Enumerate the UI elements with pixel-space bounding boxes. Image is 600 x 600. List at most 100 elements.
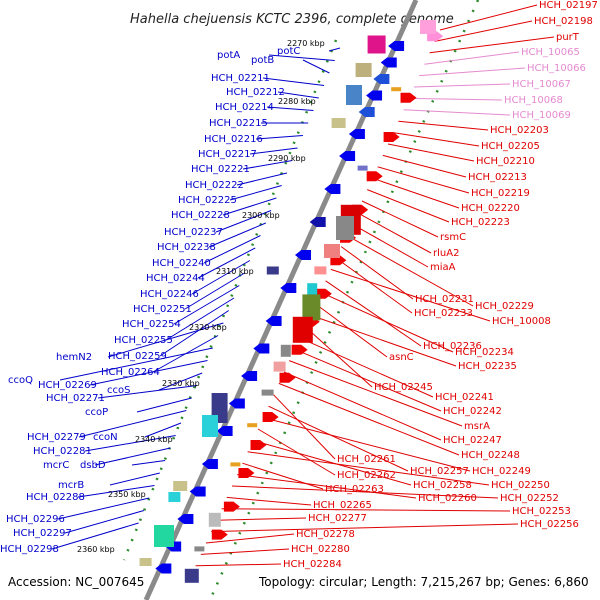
leader-hch-02233 [335, 257, 413, 314]
scale-label-2280-kbp: 2280 kbp [278, 97, 316, 106]
leader-hch-02242 [294, 348, 442, 412]
leader-hch-02236 [325, 280, 422, 347]
gene-label-miaa: miaA [430, 262, 456, 273]
leader-hch-02247 [283, 371, 442, 441]
plus-strand-gene-2 [400, 92, 417, 103]
gene-label-hch-02278: HCH_02278 [296, 529, 355, 540]
gene-label-hch-02231: HCH_02231 [415, 294, 474, 305]
leader-hch-02225 [229, 185, 282, 201]
genome-title: Hahella chejuensis KCTC 2396, complete g… [130, 12, 454, 27]
leader-hch-02279 [78, 410, 187, 438]
gene-label-hch-02215: HCH_02215 [209, 118, 268, 129]
gene-label-hch-02197: HCH_02197 [539, 0, 598, 11]
plus-strand-block-15 [230, 462, 241, 467]
label-leader-lines [51, 4, 555, 567]
gene-label-hch-02252: HCH_02252 [500, 493, 559, 504]
gene-label-hch-02263: HCH_02263 [325, 484, 384, 495]
leader-hch-02271 [97, 385, 197, 399]
leader-hch-10069 [403, 109, 511, 116]
leader-miaa [351, 223, 429, 268]
gene-label-hch-02235: HCH_02235 [458, 361, 517, 372]
scale-label-2320-kbp: 2320 kbp [189, 323, 227, 332]
minus-strand-block-1 [367, 35, 386, 54]
leader-hch-02217 [249, 147, 298, 155]
gene-label-hemn2: hemN2 [56, 352, 92, 363]
gene-label-asnc: asnC [389, 352, 414, 363]
gene-label-hch-02222: HCH_02222 [185, 180, 244, 191]
leader-hch-02269 [89, 360, 208, 386]
leader-hch-02265 [226, 496, 312, 506]
gene-label-hch-02297: HCH_02297 [13, 528, 72, 539]
leader-hch-02214 [266, 106, 314, 111]
leader-hch-02237 [215, 210, 272, 233]
gene-label-hch-02213: HCH_02213 [468, 172, 527, 183]
gene-label-hch-02223: HCH_02223 [451, 217, 510, 228]
gene-label-hch-02256: HCH_02256 [520, 519, 579, 530]
gene-label-hch-02284: HCH_02284 [283, 559, 342, 570]
gene-label-hch-02254: HCH_02254 [122, 319, 181, 330]
leader-hch-02220 [372, 177, 460, 209]
minus-strand-gene-7 [339, 151, 356, 161]
genome-summary: Topology: circular; Length: 7,215,267 bp… [258, 575, 589, 589]
gene-label-hch-02244: HCH_02244 [146, 273, 205, 284]
gene-label-hch-02211: HCH_02211 [211, 73, 270, 84]
minus-strand-block-3 [346, 85, 362, 105]
gene-label-hch-02233: HCH_02233 [414, 308, 473, 319]
gene-label-hch-02198: HCH_02198 [534, 16, 593, 27]
minus-strand-gene-14 [241, 371, 258, 381]
plus-strand-block-3 [357, 165, 368, 171]
minus-strand-gene-11 [280, 283, 297, 293]
leader-ccoq [59, 347, 213, 381]
gene-label-hch-02259: HCH_02259 [108, 351, 167, 362]
leader-hch-02296 [57, 497, 150, 520]
gene-label-hch-10068: HCH_10068 [504, 95, 563, 106]
gene-label-hch-02210: HCH_02210 [476, 156, 535, 167]
plus-strand-gene-4 [366, 171, 383, 182]
gene-label-rsmc: rsmC [440, 232, 466, 243]
gene-label-ccos: ccoS [107, 385, 130, 396]
gene-label-hch-02250: HCH_02250 [491, 480, 550, 491]
leader-hch-02241 [299, 337, 434, 398]
plus-strand-block-17 [194, 546, 205, 552]
leader-hch-10065 [424, 51, 520, 65]
leader-hch-02254 [173, 285, 240, 325]
leader-hch-02244 [197, 247, 256, 279]
leader-hch-02246 [191, 260, 251, 295]
plus-strand-block-2 [391, 87, 402, 92]
leader-hch-02238 [208, 222, 266, 248]
minus-strand-block-5 [266, 266, 279, 275]
leader-hch-02210 [387, 143, 475, 162]
leader-asnc [314, 303, 388, 358]
gene-label-hch-02242: HCH_02242 [443, 406, 502, 417]
leader-hch-02198 [434, 20, 533, 42]
leader-hch-02255 [165, 297, 235, 341]
gene-label-hch-02205: HCH_02205 [481, 141, 540, 152]
minus-strand-gene-2 [380, 57, 397, 68]
leader-hch-02203 [398, 120, 489, 131]
scale-label-2270-kbp: 2270 kbp [287, 39, 325, 48]
gene-label-hch-02248: HCH_02248 [461, 450, 520, 461]
leader-hch-02205 [393, 132, 480, 147]
leader-hch-02288 [77, 485, 155, 498]
leader-hch-02212 [277, 91, 319, 99]
leader-hch-02253 [221, 508, 511, 512]
minus-strand-gene-labels: potC potA potB HCH_02211 HCH_02212 HCH_02214 H… [0, 46, 300, 555]
plus-strand-block-7 [314, 266, 327, 275]
minus-strand-gene-5 [358, 107, 375, 117]
minus-strand-block-9 [168, 492, 181, 502]
gene-label-hch-02247: HCH_02247 [443, 435, 502, 446]
scale-label-2300-kbp: 2300 kbp [242, 211, 280, 220]
leader-hch-02248 [278, 382, 460, 456]
leader-pota [268, 54, 335, 61]
gene-label-hch-02253: HCH_02253 [512, 506, 571, 517]
gene-label-mcrb: mcrB [58, 480, 84, 491]
gene-label-hch-10066: HCH_10066 [527, 63, 586, 74]
gene-label-hch-02240: HCH_02240 [152, 258, 211, 269]
leader-potc [328, 47, 341, 52]
plus-strand-gene-15 [223, 501, 240, 512]
gene-label-pota: potA [217, 50, 240, 61]
leader-mcrb [109, 472, 160, 486]
leader-hch-02250 [247, 451, 490, 486]
plus-strand-block-8 [307, 283, 318, 296]
